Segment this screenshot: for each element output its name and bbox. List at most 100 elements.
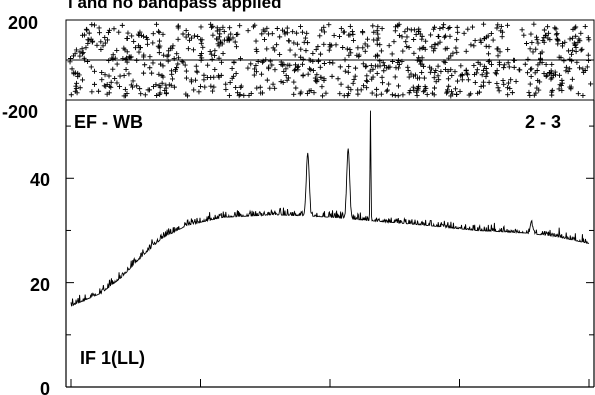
phase-point: [198, 50, 204, 56]
phase-point: [229, 65, 235, 71]
phase-point: [306, 57, 312, 63]
phase-point: [537, 79, 543, 85]
phase-point: [131, 38, 137, 44]
phase-point: [506, 64, 512, 70]
phase-point: [490, 37, 496, 43]
phase-point: [465, 26, 471, 32]
phase-point: [470, 24, 476, 30]
phase-point: [483, 66, 489, 72]
phase-point: [414, 93, 420, 99]
phase-point: [414, 57, 420, 63]
phase-point: [321, 29, 327, 35]
phase-point: [300, 29, 306, 35]
phase-point: [156, 28, 162, 34]
phase-point: [417, 46, 423, 52]
phase-point: [351, 76, 357, 82]
phase-point: [283, 66, 289, 72]
phase-point: [410, 73, 416, 79]
bottom-y-tick-20: 20: [30, 275, 50, 295]
phase-point: [404, 26, 410, 32]
phase-point: [176, 55, 182, 61]
phase-point: [407, 87, 413, 93]
phase-point: [418, 61, 424, 67]
phase-point: [559, 80, 565, 86]
phase-point: [389, 51, 395, 57]
phase-point: [405, 64, 411, 70]
phase-point: [172, 66, 178, 72]
phase-point: [380, 60, 386, 66]
phase-point: [538, 51, 544, 57]
phase-point: [486, 79, 492, 85]
phase-point: [142, 92, 148, 98]
phase-point: [80, 50, 86, 56]
phase-point: [344, 46, 350, 52]
phase-point: [541, 70, 547, 76]
phase-point: [104, 37, 110, 43]
phase-point: [454, 37, 460, 43]
phase-point: [255, 59, 261, 65]
phase-point: [130, 84, 136, 90]
phase-point: [400, 92, 406, 98]
phase-point: [350, 80, 356, 86]
phase-point: [319, 27, 325, 33]
phase-point: [160, 63, 166, 69]
phase-point: [446, 83, 452, 89]
phase-point: [195, 33, 201, 39]
phase-point: [219, 41, 225, 47]
phase-point: [329, 73, 335, 79]
phase-point: [525, 70, 531, 76]
phase-point: [433, 79, 439, 85]
phase-point: [142, 62, 148, 68]
phase-point: [223, 81, 229, 87]
phase-point: [553, 32, 559, 38]
phase-point: [356, 53, 362, 59]
phase-point: [485, 33, 491, 39]
phase-point: [432, 24, 438, 30]
phase-point: [303, 35, 309, 41]
phase-point: [298, 24, 304, 30]
phase-point: [252, 66, 258, 72]
phase-point: [391, 39, 397, 45]
phase-point: [570, 26, 576, 32]
phase-point: [432, 42, 438, 48]
phase-point: [169, 76, 175, 82]
phase-point: [211, 84, 217, 90]
phase-point: [237, 56, 243, 62]
phase-point: [448, 67, 454, 73]
phase-point: [297, 91, 303, 97]
phase-point: [437, 25, 443, 31]
phase-point: [533, 90, 539, 96]
phase-point: [248, 61, 254, 67]
phase-point: [264, 46, 270, 52]
phase-point: [459, 77, 465, 83]
phase-point: [192, 33, 198, 39]
phase-point: [221, 29, 227, 35]
phase-point: [330, 60, 336, 66]
phase-point: [294, 41, 300, 47]
phase-point: [114, 80, 120, 86]
phase-point: [94, 42, 100, 48]
phase-point: [185, 46, 191, 52]
phase-point: [495, 22, 501, 28]
phase-point: [553, 72, 559, 78]
phase-point: [300, 73, 306, 79]
phase-point: [295, 67, 301, 73]
phase-point: [291, 68, 297, 74]
phase-point: [156, 83, 162, 89]
phase-panel: [65, 19, 595, 101]
phase-point: [402, 29, 408, 35]
phase-point: [210, 88, 216, 94]
phase-point: [348, 87, 354, 93]
phase-point: [416, 28, 422, 34]
phase-point: [534, 85, 540, 91]
phase-point: [558, 82, 564, 88]
phase-point: [89, 39, 95, 45]
phase-point: [218, 59, 224, 65]
phase-point: [495, 53, 501, 59]
phase-point: [393, 24, 399, 30]
phase-point: [554, 31, 560, 37]
phase-point: [535, 40, 541, 46]
chart-title: l and no bandpass applied: [68, 0, 281, 12]
phase-point: [123, 56, 129, 62]
phase-point: [573, 49, 579, 55]
